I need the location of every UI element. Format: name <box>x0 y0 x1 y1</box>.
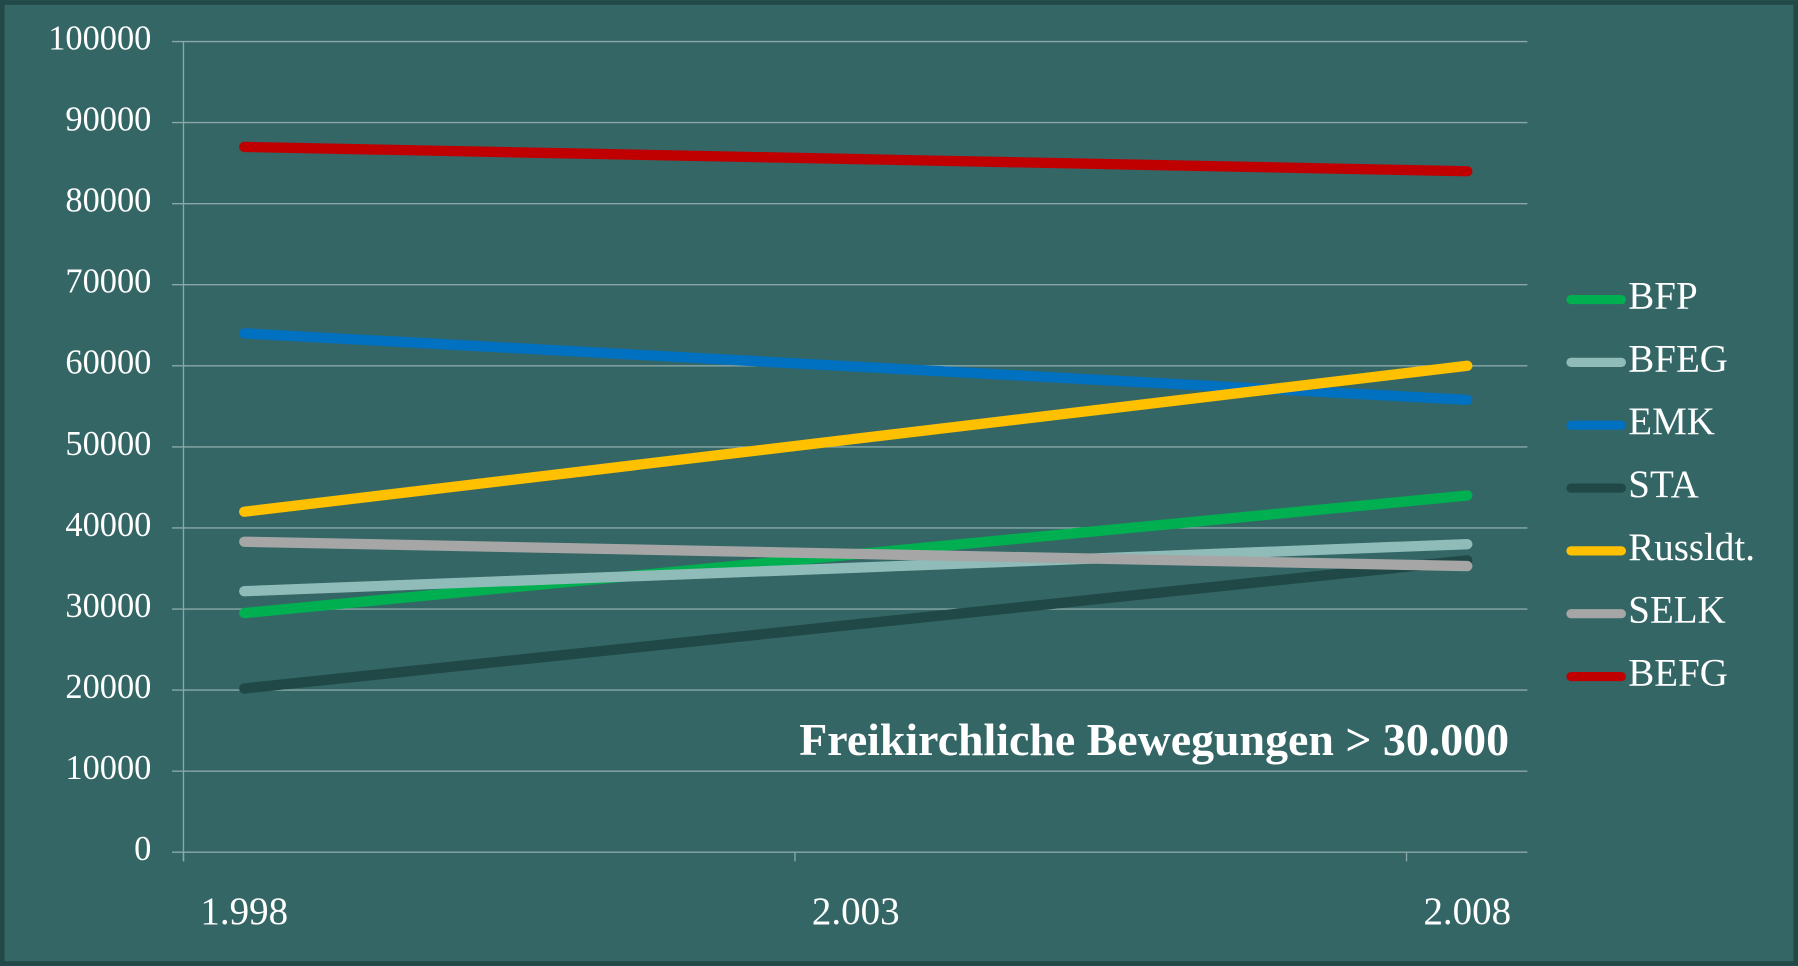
x-tick-label: 2.003 <box>812 890 900 933</box>
y-tick-label: 80000 <box>65 182 151 220</box>
legend-label: BFP <box>1628 274 1697 317</box>
legend-label: Russldt. <box>1628 526 1755 569</box>
x-tick-label: 1.998 <box>200 890 288 933</box>
legend-label: BFEG <box>1628 337 1728 380</box>
line <box>239 555 1473 694</box>
annotation: Freikirchliche Bewegungen > 30.000 <box>799 714 1509 765</box>
legend-label: SELK <box>1628 589 1725 632</box>
legend-label: EMK <box>1628 400 1715 443</box>
x-tick-label: 2.008 <box>1423 890 1511 933</box>
line <box>239 141 1473 177</box>
y-tick-label: 70000 <box>65 263 151 301</box>
line <box>239 360 1473 517</box>
y-tick-label: 30000 <box>65 587 151 625</box>
y-tick-label: 0 <box>134 830 151 868</box>
y-tick-label: 10000 <box>65 749 151 787</box>
y-tick-label: 40000 <box>65 506 151 544</box>
legend-label: STA <box>1628 463 1699 506</box>
line <box>239 539 1473 597</box>
y-tick-label: 90000 <box>65 100 151 138</box>
y-tick-label: 60000 <box>65 344 151 382</box>
y-tick-label: 100000 <box>48 19 151 57</box>
legend-label: BEFG <box>1628 652 1728 695</box>
line <box>239 536 1473 572</box>
y-tick-label: 50000 <box>65 425 151 463</box>
y-tick-label: 20000 <box>65 668 151 706</box>
